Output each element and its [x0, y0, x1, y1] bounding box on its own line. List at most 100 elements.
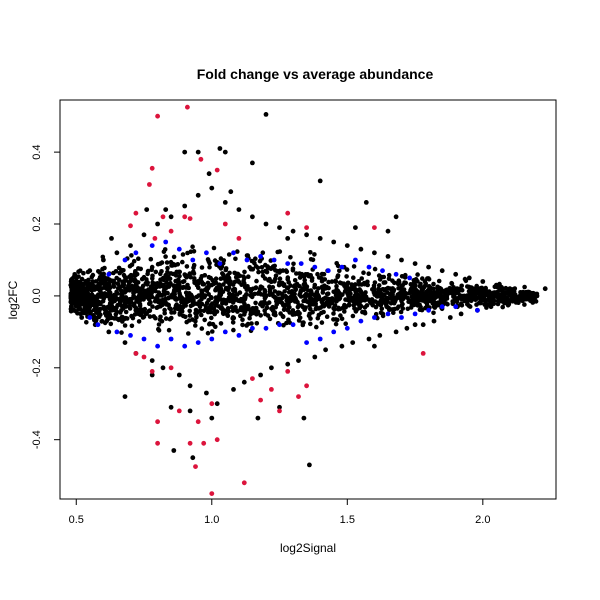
data-point-background [298, 288, 304, 294]
data-point-background [351, 303, 357, 308]
data-point-series-0-93 [385, 228, 391, 234]
data-point-background [190, 302, 196, 308]
data-point-background [523, 295, 528, 300]
data-point-background [300, 320, 306, 326]
data-point-background [135, 280, 141, 285]
data-point-background [176, 269, 182, 275]
data-point-background [469, 298, 474, 304]
data-point-background [171, 283, 176, 288]
data-point-background [449, 281, 455, 287]
chart-title: Fold change vs average abundance [197, 66, 434, 82]
y-tick-label-2: 0.0 [31, 288, 43, 303]
data-point-background [403, 280, 409, 286]
data-point-series-0-43 [350, 340, 356, 345]
data-point-series-0-20 [195, 192, 201, 198]
data-point-background [305, 288, 311, 293]
data-point-background [346, 293, 351, 299]
data-point-background [376, 283, 382, 288]
data-point-background [326, 279, 331, 285]
data-point-series-0-30 [263, 221, 269, 227]
data-point-background [83, 280, 88, 285]
data-point-background [131, 295, 137, 300]
data-point-series-0-72 [122, 394, 128, 399]
data-point-series-0-53 [420, 322, 426, 328]
y-tick-label-3: 0.2 [31, 216, 43, 231]
data-point-background [264, 269, 270, 275]
data-point-background [466, 284, 472, 290]
data-point-series-0-84 [263, 112, 269, 117]
data-point-background [473, 292, 478, 297]
data-point-background [432, 295, 437, 300]
data-point-background [309, 278, 315, 283]
data-point-background [78, 311, 83, 317]
data-point-series-0-91 [363, 200, 369, 205]
data-point-background [220, 272, 226, 278]
data-point-background [449, 291, 455, 296]
data-point-background [193, 307, 199, 313]
data-point-background [336, 307, 341, 312]
data-point-series-2-30 [209, 491, 215, 496]
data-point-background [205, 280, 211, 286]
data-point-background [127, 297, 132, 302]
data-point-background [231, 327, 236, 333]
data-point-series-0-56 [439, 268, 445, 274]
data-point-background [235, 249, 240, 254]
data-point-series-0-90 [353, 225, 358, 231]
data-point-background [161, 277, 166, 283]
data-point-background [171, 271, 176, 277]
data-point-background [94, 295, 99, 301]
data-point-background [459, 303, 465, 308]
data-point-background [240, 317, 245, 323]
data-point-background [174, 285, 180, 291]
data-point-background [431, 304, 437, 310]
data-point-background [426, 276, 431, 281]
data-point-series-0-42 [344, 243, 350, 249]
data-point-background [156, 299, 162, 305]
data-point-series-2-16 [304, 225, 309, 231]
data-point-background [179, 308, 184, 313]
data-point-background [167, 295, 172, 300]
points-layer [68, 104, 548, 496]
data-point-background [223, 267, 229, 273]
data-point-series-0-39 [323, 347, 328, 353]
data-point-background [187, 308, 192, 314]
data-point-background [262, 276, 268, 281]
data-point-background [159, 293, 164, 298]
data-point-series-0-62 [480, 279, 486, 284]
data-point-background [194, 282, 200, 288]
data-point-background [474, 283, 480, 289]
data-point-background [99, 292, 105, 298]
data-point-background [126, 283, 131, 289]
data-point-background [111, 284, 117, 289]
data-point-series-0-58 [453, 271, 459, 277]
data-point-series-0-26 [236, 207, 242, 213]
data-point-series-0-33 [285, 361, 291, 367]
data-point-background [298, 294, 304, 299]
data-point-series-2-26 [193, 464, 198, 469]
data-point-background [372, 280, 378, 285]
data-point-background [242, 269, 247, 275]
data-point-background [186, 298, 191, 304]
data-point-background [308, 274, 313, 279]
data-point-background [315, 315, 321, 321]
data-point-background [413, 283, 418, 288]
data-point-background [519, 290, 524, 295]
data-point-series-1-18 [217, 261, 223, 266]
data-point-background [463, 298, 469, 303]
data-point-background [343, 297, 348, 302]
data-point-background [290, 294, 296, 300]
data-point-series-0-70 [542, 286, 548, 292]
data-point-background [91, 313, 96, 318]
data-point-background [399, 302, 405, 308]
data-point-series-1-5 [128, 333, 133, 338]
data-point-background [361, 270, 366, 276]
data-point-background [129, 253, 134, 258]
data-point-series-2-33 [250, 376, 255, 381]
data-point-background [209, 295, 214, 301]
data-point-background [171, 254, 177, 260]
data-point-background [337, 268, 342, 274]
data-point-background [148, 256, 154, 262]
data-point-background [131, 301, 137, 307]
data-point-series-1-9 [155, 343, 161, 349]
data-point-background [397, 295, 403, 301]
